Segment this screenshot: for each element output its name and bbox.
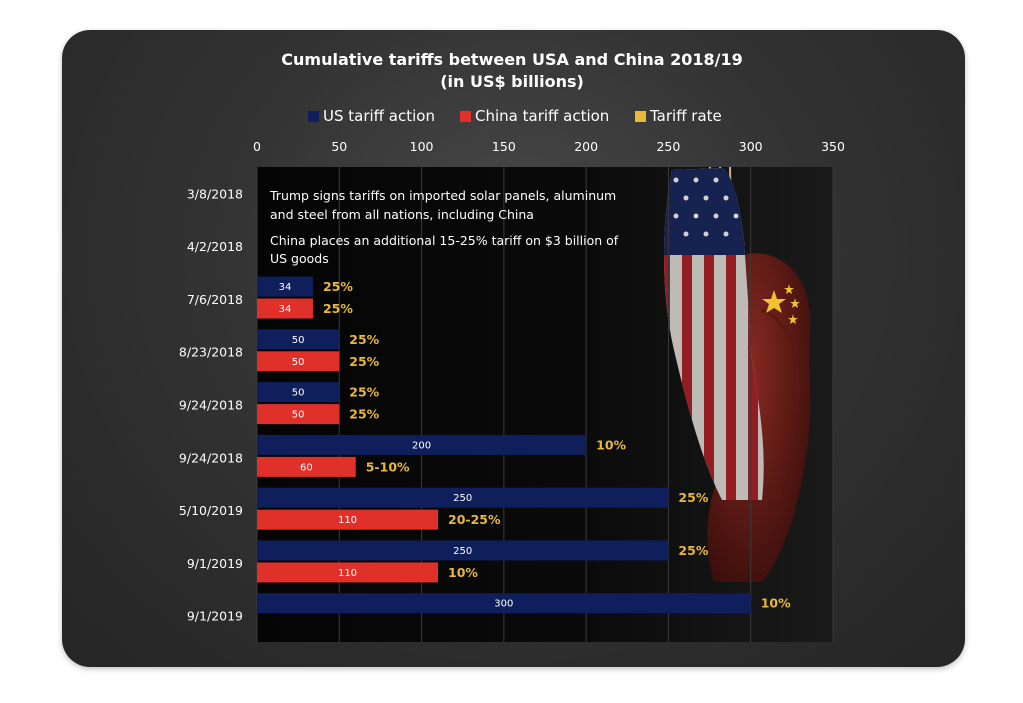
bar-value-label-china: 50	[292, 357, 305, 368]
annotations: Trump signs tariffs on imported solar pa…	[269, 188, 619, 266]
bar-us	[257, 382, 340, 403]
category-label: 8/23/2018	[179, 345, 243, 360]
bar-china	[257, 351, 340, 372]
bar-us	[257, 487, 669, 508]
legend-label-china: China tariff action	[475, 107, 609, 125]
bar-us	[257, 593, 751, 614]
tariff-rate-label-china: 5-10%	[366, 459, 410, 474]
x-tick-label: 200	[574, 139, 598, 154]
chart-title-line2: (in US$ billions)	[440, 72, 584, 91]
tariff-rate-label-us: 25%	[349, 385, 379, 400]
bar-china	[257, 456, 356, 477]
x-axis-ticks: 0 50 100 150 200 250 300 350	[253, 139, 845, 154]
x-tick-label: 100	[410, 139, 434, 154]
annotation-1-line1: Trump signs tariffs on imported solar pa…	[269, 188, 616, 203]
annotation-1-line2: and steel from all nations, including Ch…	[270, 207, 534, 222]
bar-value-label-us: 300	[494, 599, 513, 610]
bar-value-label-us: 200	[412, 440, 431, 451]
x-tick-label: 0	[253, 139, 261, 154]
legend-swatch-china	[460, 111, 471, 122]
tariff-rate-label-china: 25%	[323, 301, 353, 316]
bar-value-label-us: 50	[292, 388, 305, 399]
bar-china	[257, 509, 439, 530]
tariff-rate-label-us: 25%	[349, 332, 379, 347]
bar-value-label-china: 50	[292, 410, 305, 421]
category-label: 9/24/2018	[179, 450, 243, 465]
tariff-rate-label-us: 25%	[678, 543, 708, 558]
bar-china	[257, 562, 439, 583]
bar-value-label-china: 110	[338, 568, 357, 579]
bar-value-label-china: 110	[338, 515, 357, 526]
bar-china	[257, 404, 340, 425]
tariff-rate-label-us: 25%	[323, 279, 353, 294]
annotation-2-line1: China places an additional 15-25% tariff…	[270, 233, 619, 248]
x-tick-label: 250	[656, 139, 680, 154]
tariff-rate-label-china: 25%	[349, 407, 379, 422]
legend-label-us: US tariff action	[323, 107, 435, 125]
legend-label-rate: Tariff rate	[649, 107, 722, 125]
category-label: 9/24/2018	[179, 398, 243, 413]
bar-value-label-china: 34	[279, 304, 292, 315]
x-tick-label: 350	[821, 139, 845, 154]
tariff-rate-label-china: 10%	[448, 565, 478, 580]
tariff-rate-label-us: 25%	[678, 490, 708, 505]
legend: US tariff action China tariff action Tar…	[308, 107, 722, 125]
bar-value-label-us: 250	[453, 546, 472, 557]
category-label: 9/1/2019	[187, 556, 243, 571]
category-label: 5/10/2019	[179, 503, 243, 518]
bars: 34 25% 34 25% 50 25% 50 25% 50 25% 50 25% 200 10% 60 5-…	[257, 276, 791, 614]
legend-swatch-rate	[635, 111, 646, 122]
x-tick-label: 150	[492, 139, 516, 154]
x-tick-label: 50	[331, 139, 347, 154]
tariff-bar-chart: Cumulative tariffs between USA and China…	[179, 50, 845, 642]
tariff-rate-label-china: 25%	[349, 354, 379, 369]
x-tick-label: 300	[739, 139, 763, 154]
chart-title-line1: Cumulative tariffs between USA and China…	[281, 50, 742, 69]
tariff-rate-label-china: 20-25%	[448, 512, 501, 527]
category-label: 4/2/2018	[187, 239, 243, 254]
bar-us	[257, 276, 313, 297]
chart-card: Cumulative tariffs between USA and China…	[62, 30, 965, 667]
bar-us	[257, 434, 587, 455]
tariff-rate-label-us: 10%	[761, 596, 791, 611]
bar-us	[257, 329, 340, 350]
bar-value-label-us: 50	[292, 335, 305, 346]
category-axis: 3/8/2018 4/2/2018 7/6/2018 8/23/2018 9/24/20…	[179, 186, 243, 623]
bar-china	[257, 298, 313, 319]
tariff-rate-label-us: 10%	[596, 437, 626, 452]
category-label: 7/6/2018	[187, 292, 243, 307]
bar-value-label-us: 34	[279, 282, 292, 293]
category-label: 3/8/2018	[187, 186, 243, 201]
bar-value-label-china: 60	[300, 462, 313, 473]
category-label: 9/1/2019	[187, 609, 243, 624]
legend-swatch-us	[308, 111, 319, 122]
bar-value-label-us: 250	[453, 493, 472, 504]
bar-us	[257, 540, 669, 561]
annotation-2-line2: US goods	[270, 251, 329, 266]
